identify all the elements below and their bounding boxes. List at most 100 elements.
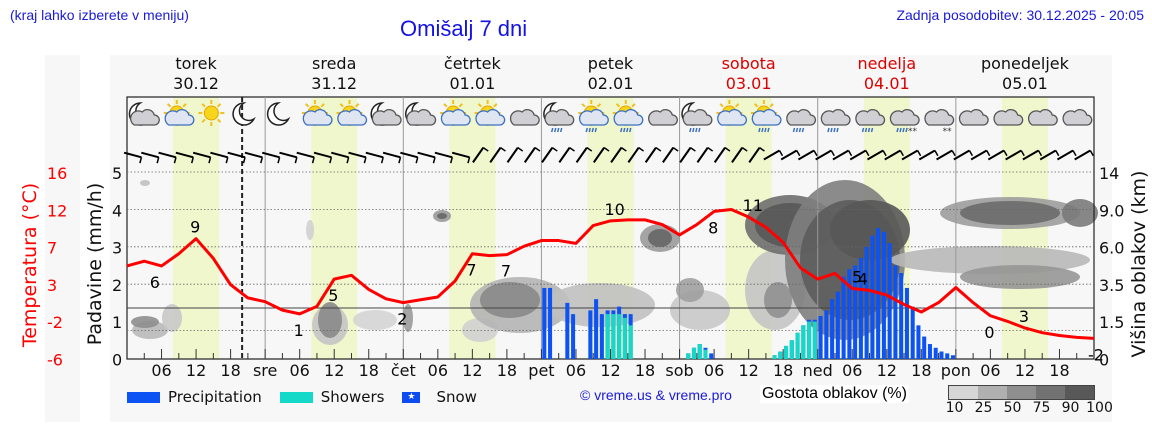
hour-tick-label: 18 [1049, 361, 1069, 380]
day-name: nedelja [857, 54, 916, 73]
precipitation-bar [887, 243, 892, 359]
wind-barb-icon [593, 147, 610, 163]
showers-bar [784, 345, 789, 359]
density-swatch [1065, 386, 1094, 399]
temperature-label: 5 [328, 286, 338, 305]
wind-barb-icon [279, 151, 298, 164]
cloud-rain-icon [786, 109, 817, 133]
showers-bar [617, 314, 622, 359]
precipitation-bar [830, 299, 835, 359]
cloud-density-label: Gostota oblakov (%) [760, 385, 909, 403]
sun-cloud-icon [474, 100, 506, 126]
temperature-axis-label: Temperatura (°C) [19, 183, 41, 348]
wind-barb-icon [382, 151, 402, 164]
precipitation-bar [864, 246, 869, 359]
precipitation-bar [599, 314, 604, 359]
precipitation-bar [933, 347, 938, 359]
copyright-link[interactable]: © vreme.us & vreme.pro [580, 387, 732, 403]
wind-barb-icon [884, 149, 904, 161]
cloud-icon [1062, 109, 1093, 126]
sun-cloud-rain-icon [612, 100, 644, 133]
hour-tick-label: 12 [600, 361, 620, 380]
wind-barb-icon [849, 149, 870, 161]
hour-tick-label: 18 [497, 361, 517, 380]
wind-barb-icon [558, 147, 575, 163]
wind-barb-icon [575, 147, 593, 163]
showers-bar [605, 314, 610, 359]
sun-cloud-icon [440, 100, 471, 126]
precipitation-tick: 2 [112, 276, 122, 295]
precipitation-bar [853, 265, 858, 359]
precipitation-bar [904, 287, 909, 359]
day-date: 30.12 [173, 74, 219, 93]
cloud-height-tick: 1.5 [1099, 313, 1124, 332]
hour-tick-label: 12 [1015, 361, 1035, 380]
precipitation-bar [899, 272, 904, 359]
legend-showers: Showers [279, 388, 384, 406]
temperature-label: 0 [984, 323, 994, 342]
density-tick: 90 [1061, 400, 1080, 416]
wind-barb-icon [644, 147, 662, 163]
showers-bar [628, 325, 633, 359]
temperature-label: 6 [150, 273, 160, 292]
cloud-rain-icon [820, 109, 851, 133]
moon-cloud-icon [370, 102, 402, 126]
day-date: 03.01 [726, 74, 772, 93]
density-tick: 50 [1003, 400, 1022, 416]
cloud-height-axis-label: Višina oblakov (km) [1128, 171, 1150, 358]
showers-bar [812, 321, 817, 359]
wind-barb-icon [472, 147, 489, 163]
snow-star-icon: ★ [402, 391, 421, 403]
temperature-label: 4 [858, 269, 868, 288]
page-title: Omišalj 7 dni [400, 16, 528, 41]
showers-bar [691, 347, 696, 359]
wind-barb-icon [713, 147, 731, 163]
cloud-height-tick: 6.0 [1099, 239, 1124, 258]
legend-snow-label: Snow [436, 388, 477, 406]
wind-barb-icon [936, 149, 956, 161]
wind-barb-icon [123, 151, 143, 164]
day-name: ponedeljek [981, 54, 1070, 73]
wind-barb-icon [627, 147, 645, 163]
temperature-tick: 12 [47, 201, 67, 220]
cloud-density-scale [948, 385, 1095, 400]
temperature-label: -2 [1088, 345, 1104, 364]
hour-tick-label: 06 [428, 361, 448, 380]
day-axis-label: ned [803, 361, 833, 380]
density-swatch [949, 386, 978, 399]
wind-barb-icon [296, 151, 315, 164]
moon-icon [266, 102, 291, 126]
cloud-density-area [676, 278, 704, 302]
precipitation-bar [565, 302, 570, 359]
last-update: Zadnja posodobitev: 30.12.2025 - 20:05 [896, 7, 1144, 23]
wind-barb-icon [970, 149, 991, 161]
hour-tick-label: 06 [704, 361, 724, 380]
day-axis-label: čet [391, 361, 416, 380]
hour-tick-label: 12 [462, 361, 482, 380]
showers-bar [807, 321, 812, 359]
precipitation-axis-label: Padavine (mm/h) [84, 183, 106, 346]
day-date: 01.01 [449, 74, 495, 93]
temperature-label: 2 [397, 310, 407, 329]
day-axis-label: pet [528, 361, 554, 380]
sun-cloud-rain-icon [750, 100, 782, 133]
precipitation-bar [870, 235, 875, 359]
left-axis-panel [45, 55, 80, 422]
sun-cloud-icon [301, 100, 333, 126]
hour-tick-label: 18 [911, 361, 931, 380]
legend-precipitation: Precipitation [127, 388, 262, 406]
precipitation-tick: 3 [112, 239, 122, 258]
density-swatch [1036, 386, 1065, 399]
precipitation-swatch [127, 391, 160, 403]
cloud-density-area [162, 304, 182, 332]
day-name: petek [588, 54, 634, 73]
precip-legend: Precipitation Showers ★ Snow [127, 386, 495, 408]
location-menu-hint[interactable]: (kraj lahko izberete v meniju) [10, 7, 189, 23]
wind-barb-icon [192, 151, 212, 164]
wind-barb-icon [365, 151, 384, 164]
sun-cloud-icon [336, 100, 368, 126]
cloud-sleet-icon: ** [889, 109, 920, 137]
cloud-density-area [764, 282, 792, 318]
cloud-density-area [437, 213, 447, 219]
